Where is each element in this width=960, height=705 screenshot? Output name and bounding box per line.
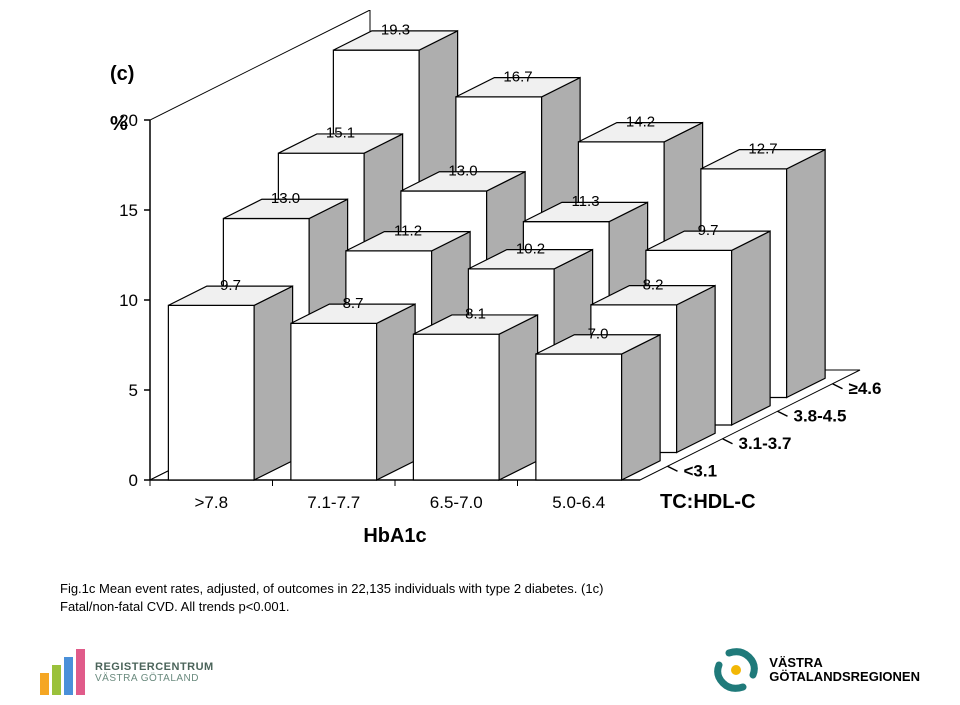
svg-text:11.2: 11.2: [394, 222, 422, 239]
svg-text:5: 5: [129, 381, 138, 400]
chart-3d-bar: 05101520(c)%<3.13.1-3.73.8-4.5≥4.6TC:HDL…: [40, 10, 900, 570]
svg-text:HbA1c: HbA1c: [363, 525, 426, 547]
svg-text:14.2: 14.2: [626, 113, 655, 130]
svg-text:<3.1: <3.1: [684, 461, 718, 480]
rc-line1: REGISTERCENTRUM: [95, 661, 214, 673]
registercentrum-logo: REGISTERCENTRUM VÄSTRA GÖTALAND: [40, 649, 214, 695]
svg-text:3.8-4.5: 3.8-4.5: [794, 406, 847, 425]
svg-text:8.2: 8.2: [643, 276, 664, 293]
vgr-text: VÄSTRA GÖTALANDSREGIONEN: [769, 656, 920, 683]
svg-text:10: 10: [119, 291, 138, 310]
svg-text:15.1: 15.1: [326, 125, 355, 142]
vgr-logo: VÄSTRA GÖTALANDSREGIONEN: [713, 647, 920, 693]
svg-text:TC:HDL-C: TC:HDL-C: [660, 491, 756, 513]
svg-text:8.7: 8.7: [343, 295, 364, 312]
svg-text:6.5-7.0: 6.5-7.0: [430, 493, 483, 512]
vgr-line2: GÖTALANDSREGIONEN: [769, 670, 920, 684]
figure-caption: Fig.1c Mean event rates, adjusted, of ou…: [60, 580, 640, 615]
svg-text:7.1-7.7: 7.1-7.7: [307, 493, 360, 512]
svg-text:5.0-6.4: 5.0-6.4: [552, 493, 605, 512]
svg-text:9.7: 9.7: [698, 222, 719, 239]
svg-text:8.1: 8.1: [465, 306, 486, 323]
svg-text:10.2: 10.2: [516, 240, 545, 257]
svg-text:7.0: 7.0: [588, 325, 609, 342]
svg-text:0: 0: [129, 471, 138, 490]
svg-text:12.7: 12.7: [748, 140, 777, 157]
svg-text:(c): (c): [110, 63, 134, 85]
svg-text:9.7: 9.7: [220, 277, 241, 294]
rc-bars-icon: [40, 649, 85, 695]
svg-text:>7.8: >7.8: [194, 493, 228, 512]
svg-text:19.3: 19.3: [381, 21, 410, 38]
page: 05101520(c)%<3.13.1-3.73.8-4.5≥4.6TC:HDL…: [0, 0, 960, 705]
svg-text:11.3: 11.3: [571, 193, 599, 210]
svg-text:13.0: 13.0: [448, 162, 477, 179]
svg-text:3.1-3.7: 3.1-3.7: [739, 434, 792, 453]
rc-line2: VÄSTRA GÖTALAND: [95, 673, 214, 684]
rc-text: REGISTERCENTRUM VÄSTRA GÖTALAND: [95, 661, 214, 684]
svg-text:16.7: 16.7: [503, 68, 532, 85]
footer: REGISTERCENTRUM VÄSTRA GÖTALAND VÄSTRA G…: [0, 635, 960, 705]
vgr-line1: VÄSTRA: [769, 656, 920, 670]
svg-text:≥4.6: ≥4.6: [849, 379, 882, 398]
svg-text:13.0: 13.0: [271, 190, 300, 207]
svg-text:15: 15: [119, 201, 138, 220]
vgr-mark-icon: [713, 647, 759, 693]
svg-text:%: %: [110, 113, 128, 135]
